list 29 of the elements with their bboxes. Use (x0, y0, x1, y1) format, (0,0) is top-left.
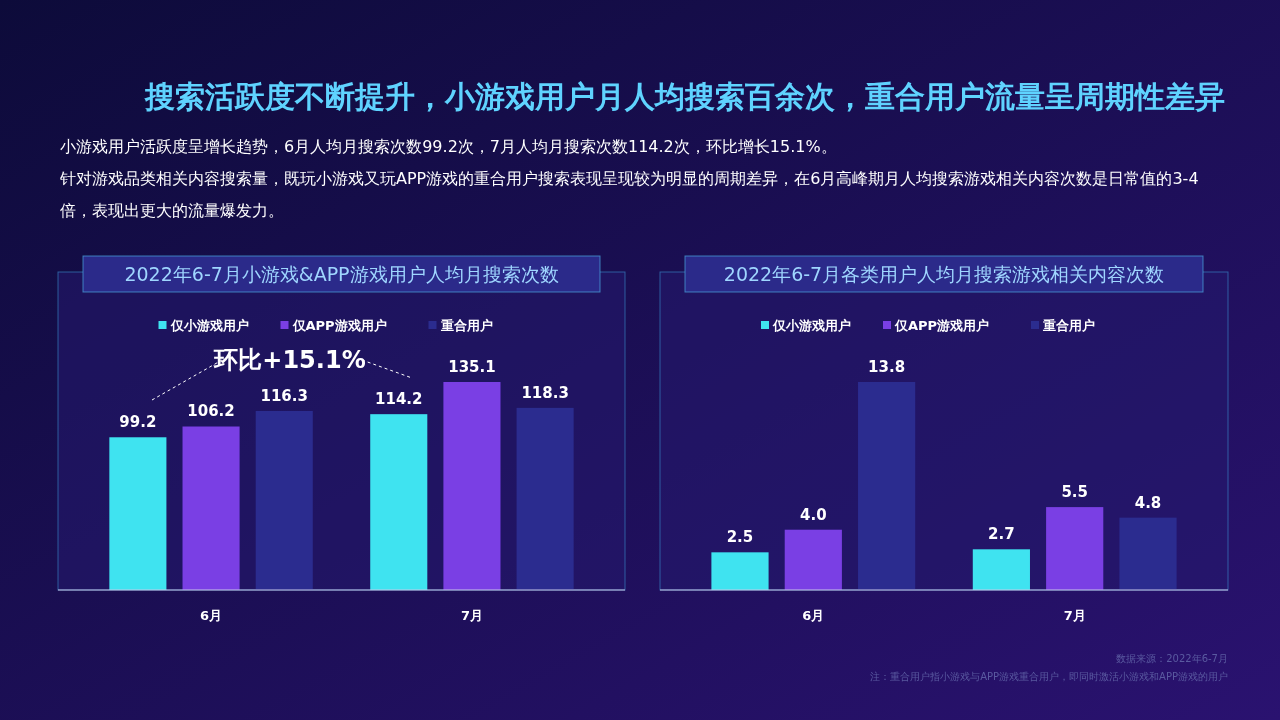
data-label: 135.1 (448, 358, 496, 376)
data-label: 4.0 (800, 505, 827, 524)
data-label: 13.8 (868, 358, 906, 376)
chart-title: 2022年6-7月各类用户人均月搜索游戏相关内容次数 (723, 263, 1165, 285)
legend-label: 仅APP游戏用户 (291, 318, 387, 333)
legend-label: 仅小游戏用户 (169, 318, 249, 333)
data-label: 5.5 (1061, 483, 1088, 502)
x-tick-label: 7月 (460, 608, 483, 623)
legend-label: 仅APP游戏用户 (894, 318, 990, 333)
source-note: 数据来源：2022年6-7月 (1116, 653, 1228, 664)
data-label: 2.5 (726, 528, 754, 547)
legend-label: 仅小游戏用户 (772, 318, 851, 333)
text: 针对游戏品类相关内容搜索量，既玩小游戏又玩APP游戏的重合用户搜索表现呈现较为明显的周期差异，在6月高峰期月人均搜索游戏相关内容次数是日常值的3-4倍，表现出更大的流量爆发力。 (59, 169, 1199, 220)
text: 小游戏用户活跃度呈增长趋势，6月人均月搜索次数99.2次，7月人均月搜索次数114.2次，环比增长15.1%。 (60, 137, 837, 156)
x-tick-label: 6月 (200, 608, 223, 623)
chart-title: 2022年6-7月小游戏&APP游戏用户人均月搜索次数 (124, 263, 559, 285)
data-label: 106.2 (187, 402, 235, 421)
x-tick-label: 6月 (802, 608, 825, 623)
data-label: 118.3 (521, 383, 569, 402)
text: 环比+15.1% (213, 346, 366, 374)
legend-label: 重合用户 (1042, 318, 1095, 333)
x-tick-label: 7月 (1063, 608, 1086, 623)
data-label: 99.2 (119, 413, 157, 432)
data-label: 4.8 (1134, 493, 1162, 512)
data-label: 114.2 (375, 390, 423, 409)
data-label: 116.3 (260, 386, 308, 405)
legend-label: 重合用户 (439, 318, 493, 333)
text: 搜索活跃度不断提升，小游戏用户月人均搜索百余次，重合用户流量呈周期性差异 (144, 79, 1225, 114)
data-label: 2.7 (988, 525, 1015, 544)
